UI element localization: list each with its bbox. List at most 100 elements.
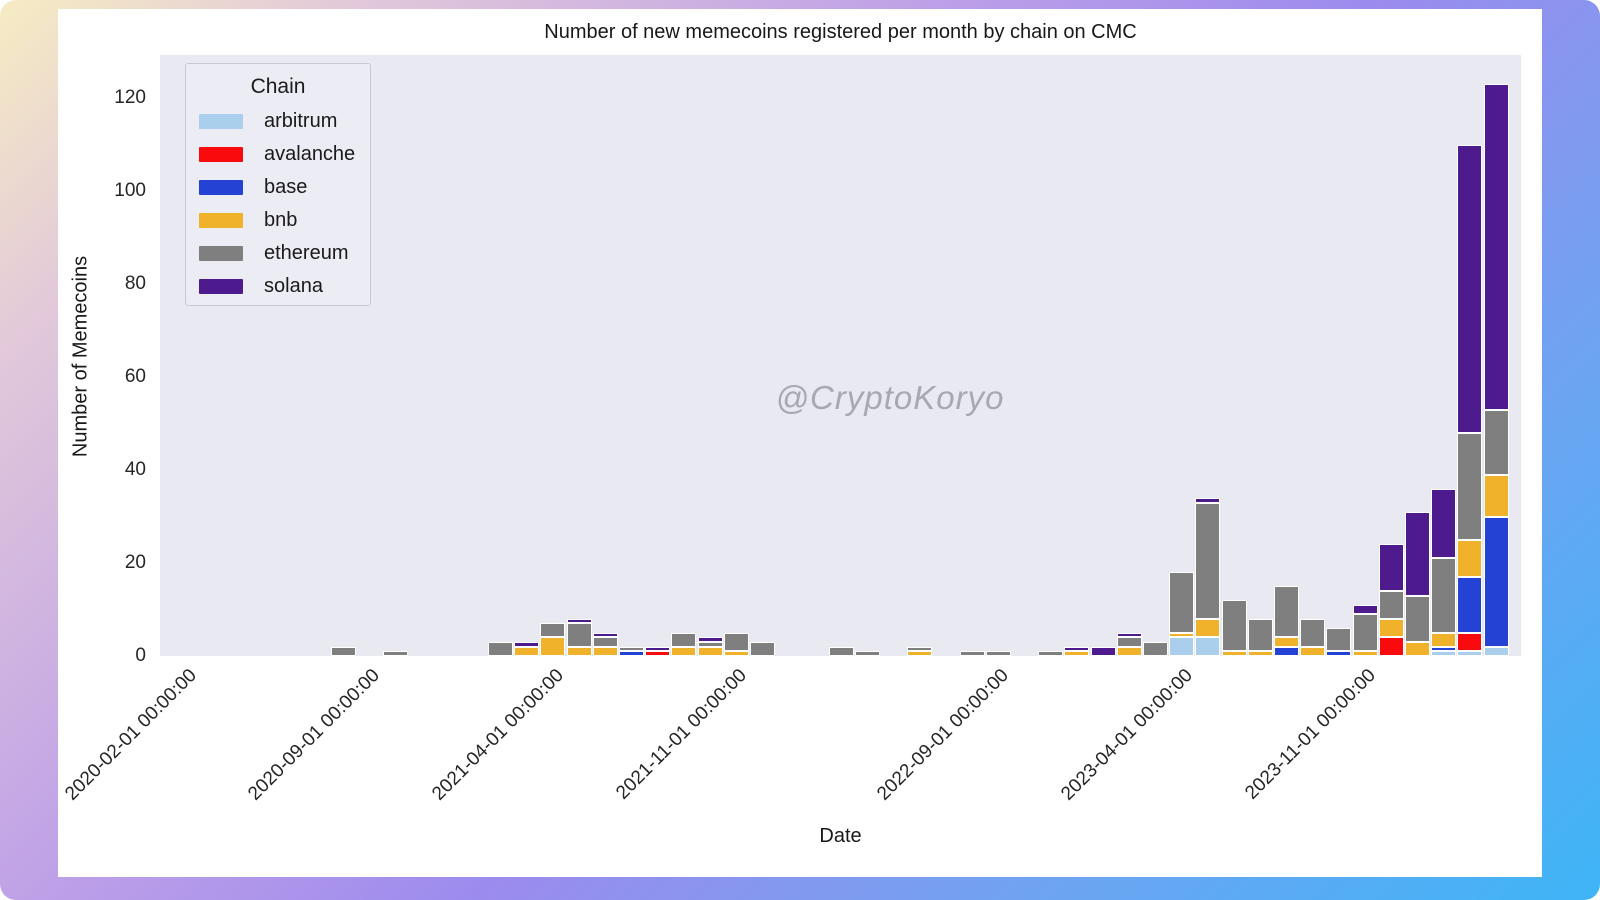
bar-segment-ethereum <box>1247 618 1273 652</box>
bar-2022-03 <box>828 55 854 656</box>
bar-segment-arbitrum <box>1169 637 1195 656</box>
y-tick-80: 80 <box>124 273 146 294</box>
bar-segment-bnb <box>1483 474 1509 517</box>
bar-segment-ethereum <box>1116 637 1142 647</box>
bar-segment-bnb <box>907 651 933 656</box>
y-tick-60: 60 <box>124 366 146 387</box>
bar-2021-04 <box>540 55 566 656</box>
legend: Chain arbitrum avalanche base bnb ethereum so… <box>185 63 371 306</box>
bar-segment-bnb <box>1169 632 1195 638</box>
bar-segment-bnb <box>1116 646 1142 656</box>
bar-segment-bnb <box>1195 618 1221 638</box>
x-tick-2021-04: 2021-04-01 00:00:00 <box>428 665 568 805</box>
legend-item-ethereum: ethereum <box>186 237 370 270</box>
bar-segment-bnb <box>540 637 566 656</box>
bar-segment-base <box>1273 646 1299 656</box>
bar-segment-ethereum <box>1404 595 1430 643</box>
legend-item-base: base <box>186 171 370 204</box>
bar-segment-bnb <box>1300 646 1326 656</box>
legend-swatch-ethereum <box>199 246 243 261</box>
bar-2021-07 <box>618 55 644 656</box>
x-axis-label: Date <box>819 825 862 847</box>
legend-label-bnb: bnb <box>264 209 298 231</box>
legend-swatch-arbitrum <box>199 114 243 129</box>
bar-2021-06 <box>592 55 618 656</box>
bar-2022-12 <box>1064 55 1090 656</box>
legend-item-solana: solana <box>186 270 370 303</box>
bar-segment-solana <box>697 637 723 643</box>
bar-2021-08 <box>645 55 671 656</box>
x-tick-2022-09: 2022-09-01 00:00:00 <box>873 665 1014 805</box>
bar-segment-bnb <box>1457 539 1483 577</box>
bar-segment-ethereum <box>566 623 592 647</box>
plot-area: @CryptoKoryo <box>160 55 1521 656</box>
bar-segment-ethereum <box>1038 651 1064 656</box>
x-tick-2023-04: 2023-04-01 00:00:00 <box>1056 665 1197 805</box>
bar-segment-solana <box>514 642 540 647</box>
bar-segment-ethereum <box>1378 590 1404 619</box>
bar-segment-solana <box>1431 488 1457 559</box>
bar-2022-09 <box>985 55 1011 656</box>
bar-segment-ethereum <box>854 651 880 656</box>
bar-segment-arbitrum <box>1483 646 1509 656</box>
bar-2022-04 <box>854 55 880 656</box>
bar-2022-06 <box>907 55 933 656</box>
bar-segment-solana <box>1352 604 1378 615</box>
bar-segment-ethereum <box>1142 642 1168 656</box>
x-tick-2023-11: 2023-11-01 00:00:00 <box>1241 665 1380 804</box>
bar-segment-bnb <box>1247 651 1273 656</box>
bar-segment-ethereum <box>540 623 566 638</box>
bar-segment-ethereum <box>907 646 933 652</box>
bar-segment-base <box>1483 516 1509 647</box>
bar-segment-ethereum <box>828 646 854 656</box>
bar-segment-bnb <box>592 646 618 656</box>
y-tick-40: 40 <box>124 459 146 480</box>
chart-title: Number of new memecoins registered per m… <box>544 21 1137 43</box>
bar-2021-12 <box>749 55 775 656</box>
bar-segment-avalanche <box>645 651 671 656</box>
bar-2020-10 <box>383 55 409 656</box>
bar-segment-bnb <box>514 646 540 656</box>
bar-segment-bnb <box>697 646 723 656</box>
bar-segment-ethereum <box>1457 432 1483 540</box>
legend-swatch-bnb <box>199 213 243 228</box>
bar-segment-solana <box>1378 544 1404 591</box>
bar-segment-ethereum <box>1300 618 1326 647</box>
y-tick-120: 120 <box>114 87 146 108</box>
y-tick-20: 20 <box>124 552 146 573</box>
bar-2024-02 <box>1431 55 1457 656</box>
bar-segment-solana <box>1457 144 1483 433</box>
y-tick-100: 100 <box>114 180 146 201</box>
bar-segment-solana <box>1116 632 1142 638</box>
bar-segment-ethereum <box>592 637 618 647</box>
bar-2023-04 <box>1169 55 1195 656</box>
bar-2022-08 <box>959 55 985 656</box>
bar-segment-ethereum <box>618 646 644 652</box>
watermark: @CryptoKoryo <box>775 379 1005 416</box>
bar-2024-03 <box>1457 55 1483 656</box>
bar-segment-ethereum <box>1483 409 1509 475</box>
bar-segment-ethereum <box>1195 502 1221 619</box>
bar-2024-04 <box>1483 55 1509 656</box>
bar-segment-ethereum <box>383 651 409 656</box>
bar-2021-11 <box>723 55 749 656</box>
bar-2020-08 <box>330 55 356 656</box>
bar-segment-ethereum <box>1431 558 1457 633</box>
legend-title: Chain <box>250 75 306 98</box>
bar-segment-base <box>1326 651 1352 656</box>
bar-segment-ethereum <box>1326 628 1352 652</box>
bar-2023-09 <box>1300 55 1326 656</box>
bar-segment-ethereum <box>671 632 697 647</box>
bar-segment-arbitrum <box>1457 651 1483 656</box>
x-tick-2020-02: 2020-02-01 00:00:00 <box>61 665 201 805</box>
bar-2023-10 <box>1326 55 1352 656</box>
bar-2023-01 <box>1090 55 1116 656</box>
bar-segment-ethereum <box>487 642 513 656</box>
bar-segment-ethereum <box>985 651 1011 656</box>
bar-2023-06 <box>1221 55 1247 656</box>
bar-segment-solana <box>1090 646 1116 656</box>
legend-swatch-solana <box>199 279 243 294</box>
legend-label-ethereum: ethereum <box>264 242 349 264</box>
bar-segment-solana <box>1483 84 1509 410</box>
